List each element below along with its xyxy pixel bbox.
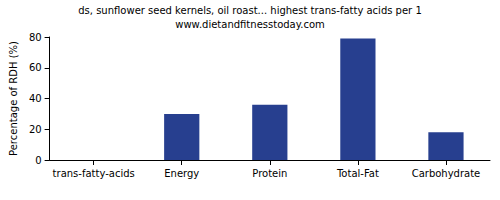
svg-text:Protein: Protein	[252, 168, 287, 179]
svg-text:Percentage of RDH (%): Percentage of RDH (%)	[8, 41, 19, 156]
svg-text:www.dietandfitnesstoday.com: www.dietandfitnesstoday.com	[175, 19, 324, 30]
svg-text:ds, sunflower seed kernels, oi: ds, sunflower seed kernels, oil roast...…	[78, 5, 422, 16]
svg-text:Energy: Energy	[164, 168, 199, 179]
svg-text:Carbohydrate: Carbohydrate	[412, 168, 481, 179]
svg-text:20: 20	[29, 124, 42, 135]
svg-text:80: 80	[29, 32, 42, 43]
svg-text:0: 0	[35, 155, 41, 166]
svg-text:trans-fatty-acids: trans-fatty-acids	[53, 168, 135, 179]
svg-text:60: 60	[29, 62, 42, 73]
svg-text:40: 40	[29, 93, 42, 104]
svg-text:Total-Fat: Total-Fat	[336, 168, 379, 179]
